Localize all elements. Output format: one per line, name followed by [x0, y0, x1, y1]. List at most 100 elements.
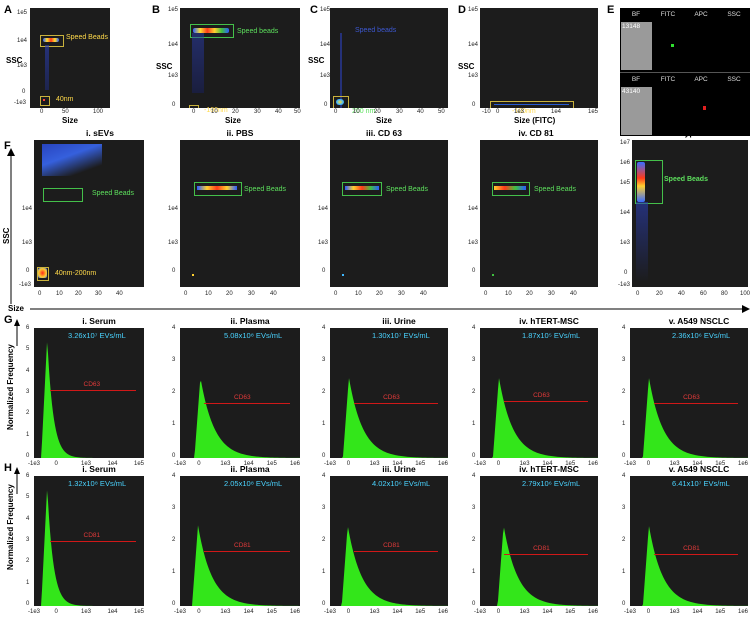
tick-label: 1e4	[392, 461, 403, 467]
tick-label: 1e6	[290, 461, 301, 467]
header-apc-2: APC	[694, 76, 708, 83]
gate-label-200nm-c: 200 nm	[352, 108, 376, 115]
panel-title-cd63: iii. CD 63	[366, 128, 402, 138]
tick-label: -1e3	[324, 461, 337, 467]
tick-label: 4	[26, 367, 30, 374]
tick-label: 1	[472, 421, 476, 427]
event-id-2: 43140	[622, 88, 641, 95]
tick-label: 10	[56, 291, 63, 297]
marker-label: CD63	[683, 394, 700, 402]
histogram-area	[330, 527, 448, 606]
tick-label: 2	[472, 389, 476, 395]
tick-label: 5	[26, 494, 30, 501]
tick-label: 6	[26, 473, 30, 479]
panel-title: v. A549 NSCLC	[668, 464, 730, 474]
tick-label: 2	[622, 389, 626, 395]
tick-label: 1e3	[669, 609, 680, 615]
tick-label: 0	[334, 109, 338, 115]
tick-label: 1e3	[519, 461, 530, 467]
y-axis-title-h: Normalized Frequency	[6, 484, 15, 570]
tick-label: 40	[678, 291, 685, 297]
tick-label: 0	[472, 268, 476, 274]
tick-label: 4	[622, 325, 626, 331]
bead-cluster	[43, 38, 59, 42]
tick-label: 4	[26, 515, 30, 522]
tick-label: 0	[622, 601, 626, 607]
tick-label: -1e3	[624, 609, 637, 615]
y-axis-title-g: Normalized Frequency	[6, 344, 15, 430]
tick-label: 4	[322, 473, 326, 479]
tick-label: 1e4	[392, 609, 403, 615]
panel-title: v. A549 NSCLC	[668, 316, 730, 326]
event-id-1: 13148	[622, 23, 641, 30]
marker-label: CD63	[234, 394, 251, 402]
tick-label: 1e6	[588, 609, 599, 615]
gate-speed-beads	[635, 160, 663, 204]
header-apc: APC	[694, 11, 708, 18]
gate-speed-beads	[190, 24, 234, 38]
tick-label: 40	[275, 109, 282, 115]
histogram-svg	[630, 378, 748, 458]
header-bf: BF	[631, 11, 641, 18]
tick-label: 0	[322, 601, 326, 607]
tick-label: 20	[75, 291, 82, 297]
tick-label: 0	[496, 461, 501, 467]
marker-label: CD81	[83, 532, 101, 539]
y-axis-arrow-g	[14, 319, 20, 346]
tick-label: 10	[505, 291, 512, 297]
event-cloud	[42, 144, 102, 176]
panel-title: ii. Plasma	[230, 464, 270, 474]
tick-label: 1e3	[220, 609, 231, 615]
header-bf-2: BF	[631, 76, 641, 83]
histogram-plot	[630, 328, 748, 458]
panel-letter-a: A	[4, 4, 12, 16]
tick-label: 3	[472, 357, 476, 363]
tick-label: 1	[322, 421, 326, 427]
histogram-plot	[330, 476, 448, 606]
gate-label-100nm-b: -100nm	[204, 107, 228, 114]
gate-100nm	[490, 101, 574, 108]
tick-label: 2	[26, 410, 30, 417]
bead-cluster	[637, 162, 645, 202]
tick-label: 1e6	[588, 461, 599, 467]
tick-label: 0	[646, 461, 651, 467]
panel-title: i. Serum	[82, 464, 116, 474]
panel-letter-h: H	[4, 462, 12, 474]
tick-label: 1e3	[669, 461, 680, 467]
concentration-label: 2.79x10⁶ EVs/mL	[522, 479, 581, 488]
tick-label: 1e4	[692, 461, 703, 467]
tick-label: 1e4	[243, 461, 254, 467]
gate-200nm	[333, 96, 349, 108]
tick-label: 1	[472, 569, 476, 575]
tick-label: 1e5	[168, 7, 179, 13]
tick-label: -10	[482, 109, 491, 115]
tick-label: 30	[548, 291, 555, 297]
marker-gate-line	[654, 554, 738, 555]
y-axis-arrow	[7, 148, 15, 304]
x-axis-arrow	[30, 305, 750, 313]
tick-label: -1e3	[474, 609, 487, 615]
tick-label: 1	[622, 569, 626, 575]
histogram-plot	[480, 476, 598, 606]
tick-label: 6	[26, 325, 30, 331]
tick-label: 1e5	[266, 609, 277, 615]
scatter-plot-sevs	[34, 140, 144, 287]
scatter-plot-cd63	[330, 140, 448, 287]
scatter-plot-a	[30, 8, 110, 108]
particle-dot	[192, 274, 194, 276]
tick-label: -1e3	[14, 100, 27, 106]
marker-gate-line	[354, 403, 438, 405]
y-axis-title-f: SSC	[2, 227, 11, 244]
histogram-area	[630, 378, 748, 458]
gate-40-200nm	[37, 267, 49, 281]
x-axis-title-c: Size	[376, 116, 393, 125]
tick-label: 1e5	[17, 10, 28, 16]
y-axis-arrow-h	[14, 467, 20, 494]
histogram-plot	[480, 328, 598, 458]
histogram-svg	[180, 525, 300, 606]
tick-label: 1e5	[715, 609, 726, 615]
tick-label: 1e3	[81, 609, 92, 615]
tick-label: 4	[472, 473, 476, 479]
tick-label: 1e3	[468, 240, 479, 246]
panel-letter-f: F	[4, 140, 11, 152]
